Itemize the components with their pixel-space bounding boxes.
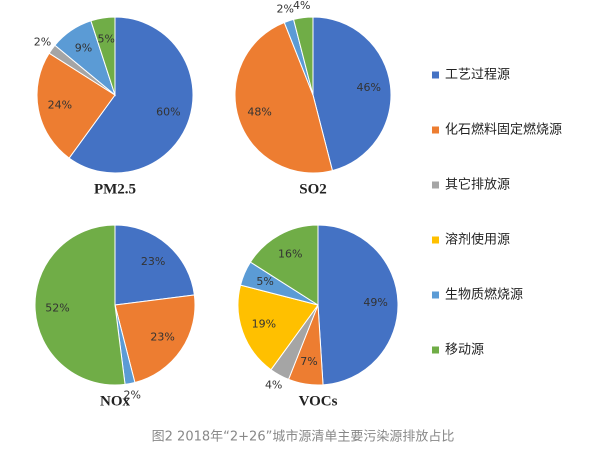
value-label: 49% bbox=[363, 296, 387, 309]
legend-marker bbox=[432, 126, 439, 134]
value-label: 2% bbox=[124, 388, 141, 401]
value-label: 23% bbox=[150, 330, 174, 343]
pie-slice bbox=[312, 16, 392, 172]
pie-slice bbox=[249, 224, 319, 306]
pie-slice bbox=[90, 16, 116, 96]
value-label: 16% bbox=[278, 248, 302, 261]
value-label: 5% bbox=[97, 33, 114, 46]
legend-label: 化石燃料固定燃烧源 bbox=[445, 122, 562, 138]
value-label: 19% bbox=[252, 318, 276, 331]
pie-slice bbox=[36, 52, 116, 159]
legend-label: 其它排放源 bbox=[445, 177, 510, 193]
value-label: 23% bbox=[141, 255, 165, 268]
value-label: 48% bbox=[247, 105, 271, 118]
legend-marker bbox=[432, 236, 439, 244]
value-label: 24% bbox=[48, 99, 72, 112]
pie-slice bbox=[114, 224, 195, 306]
value-label: 2% bbox=[277, 3, 294, 16]
value-label: 60% bbox=[156, 105, 180, 118]
legend-marker bbox=[432, 346, 439, 354]
legend-label: 溶剂使用源 bbox=[445, 232, 510, 248]
pie-slice bbox=[317, 224, 399, 386]
legend-marker bbox=[432, 71, 439, 79]
value-label: 4% bbox=[265, 379, 282, 392]
legend-label: 工艺过程源 bbox=[445, 68, 510, 83]
value-label: 7% bbox=[300, 355, 317, 368]
legend-label: 生物质燃烧源 bbox=[445, 287, 523, 303]
caption: 图2 2018年“2+26”城市源清单主要污染源排放占比 bbox=[152, 429, 455, 445]
pie-slice bbox=[34, 224, 126, 386]
pie-title: VOCs bbox=[299, 393, 338, 409]
pie-slice bbox=[114, 294, 196, 384]
pie-slice bbox=[68, 16, 194, 174]
value-label: 46% bbox=[356, 81, 380, 94]
pie-title: PM2.5 bbox=[94, 181, 136, 197]
value-label: 2% bbox=[34, 35, 51, 48]
pie-slice bbox=[234, 21, 334, 174]
pie-slice bbox=[237, 284, 319, 371]
value-label: 52% bbox=[45, 302, 69, 315]
legend-label: 移动源 bbox=[445, 343, 484, 358]
legend-marker bbox=[432, 291, 439, 299]
pie-title: SO2 bbox=[299, 181, 327, 197]
pie-slice bbox=[292, 16, 314, 96]
value-label: 4% bbox=[293, 0, 310, 12]
value-label: 5% bbox=[256, 275, 273, 288]
legend-marker bbox=[432, 181, 439, 189]
pie-title: NOx bbox=[100, 393, 131, 409]
value-label: 9% bbox=[75, 42, 92, 55]
